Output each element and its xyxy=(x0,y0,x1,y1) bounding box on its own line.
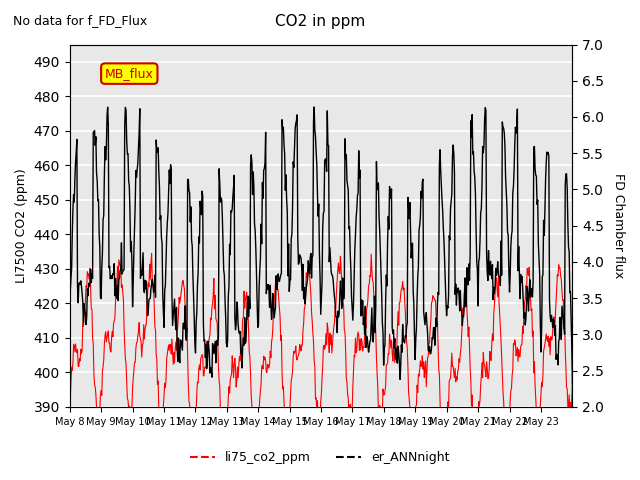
Y-axis label: FD Chamber flux: FD Chamber flux xyxy=(612,173,625,278)
Text: MB_flux: MB_flux xyxy=(105,67,154,80)
Y-axis label: LI7500 CO2 (ppm): LI7500 CO2 (ppm) xyxy=(15,168,28,283)
Text: CO2 in ppm: CO2 in ppm xyxy=(275,14,365,29)
Legend: li75_co2_ppm, er_ANNnight: li75_co2_ppm, er_ANNnight xyxy=(186,446,454,469)
Text: No data for f_FD_Flux: No data for f_FD_Flux xyxy=(13,14,147,27)
